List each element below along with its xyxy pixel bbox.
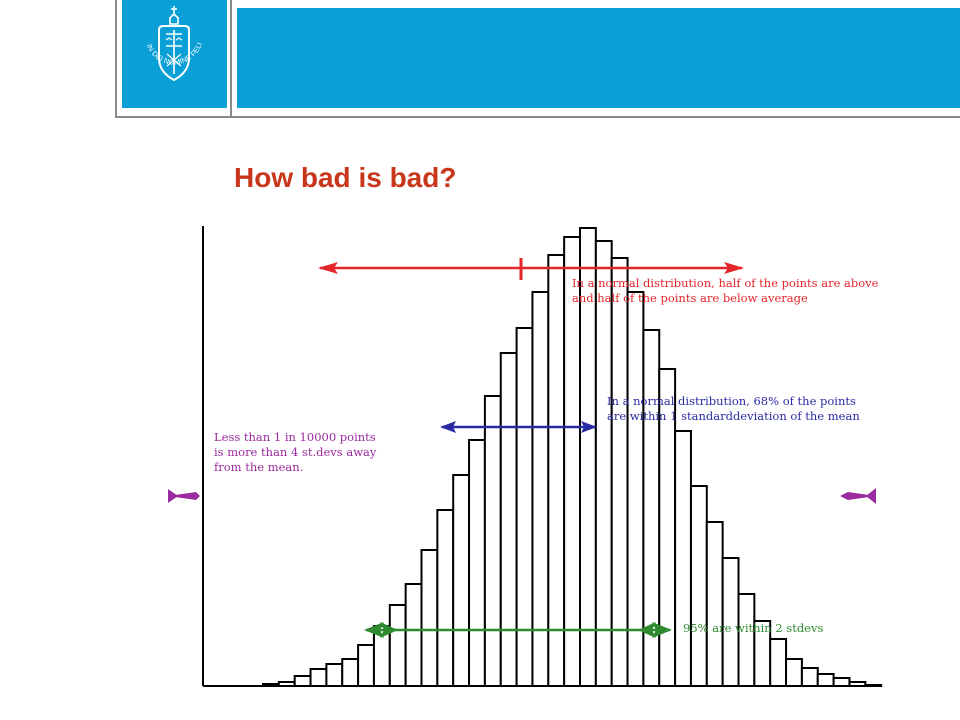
one-sd-annotation: In a normal distribution, 68% of the poi…	[607, 394, 860, 423]
histogram-bar	[769, 638, 788, 687]
histogram-bar	[357, 644, 375, 687]
histogram-bar	[816, 673, 835, 687]
histogram-bar	[388, 604, 407, 687]
header-divider	[115, 0, 117, 118]
histogram-bar	[515, 327, 534, 687]
histogram-bar	[610, 257, 629, 687]
histogram-bar	[468, 439, 486, 687]
slide-title: How bad is bad?	[234, 162, 457, 193]
histogram-bar	[404, 583, 423, 687]
university-seal-icon: IN DEI NOMINE FELICITER	[119, 0, 204, 82]
mean-annotation: In a normal distribution, half of the po…	[572, 276, 879, 305]
histogram-bar	[436, 509, 455, 687]
histogram-bar	[832, 677, 851, 687]
histogram-bar	[737, 593, 756, 687]
histogram-bar	[499, 352, 518, 687]
histogram-bar	[864, 684, 883, 687]
histogram-bar	[785, 658, 803, 687]
header-divider	[230, 0, 232, 118]
histogram-bar	[689, 485, 708, 687]
histogram-bar	[309, 668, 328, 687]
histogram-bar	[800, 667, 819, 687]
logo-panel: IN DEI NOMINE FELICITER	[119, 0, 227, 108]
header-banner	[237, 8, 960, 108]
histogram-bar	[531, 291, 550, 687]
histogram-bar	[420, 549, 439, 687]
histogram-bar	[483, 395, 502, 687]
four-sd-annotation: Less than 1 in 10000 points is more than…	[214, 430, 377, 474]
header-frame: IN DEI NOMINE FELICITER	[0, 0, 960, 120]
histogram-bar	[594, 240, 613, 687]
histogram-bar	[674, 430, 692, 687]
histogram-bar	[848, 681, 867, 687]
mean-arrow	[318, 258, 744, 280]
histogram-bar	[626, 291, 645, 687]
histogram-bar	[547, 254, 566, 687]
one-sd-arrow	[440, 421, 597, 433]
header-rule	[115, 116, 960, 118]
histogram-bar	[452, 474, 471, 687]
histogram-bar	[705, 521, 724, 687]
histogram-bar	[293, 675, 312, 687]
histogram-bar	[341, 658, 360, 687]
two-sd-arrow	[364, 622, 672, 638]
histogram-bar	[325, 663, 344, 687]
four-sd-right-arrow	[840, 488, 876, 504]
two-sd-annotation: 95% are within 2 stdevs	[683, 621, 824, 635]
four-sd-left-arrow	[168, 489, 200, 503]
